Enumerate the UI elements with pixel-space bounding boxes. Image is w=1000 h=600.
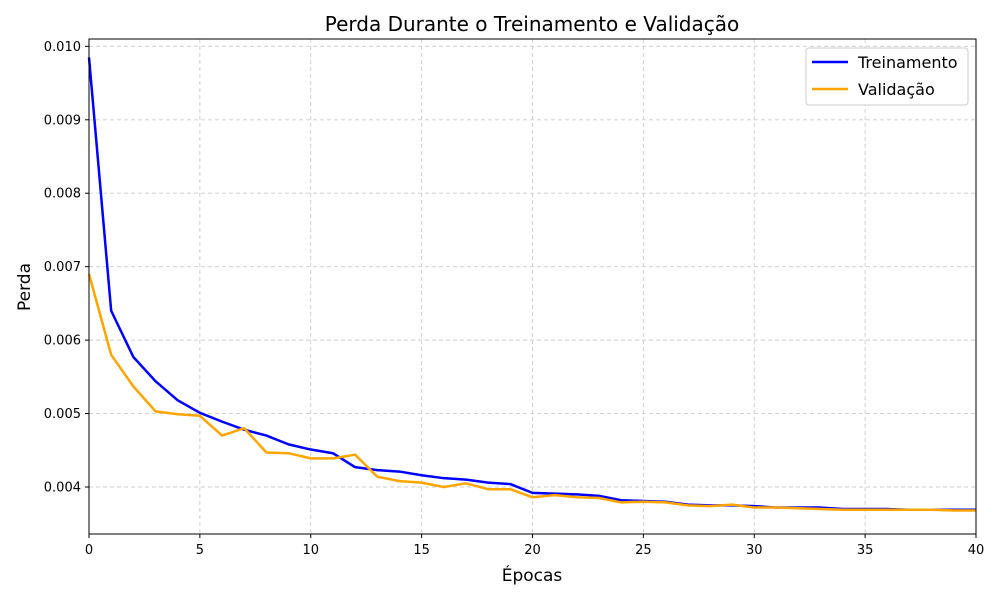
x-tick-label: 30 — [746, 543, 763, 558]
x-tick-label: 35 — [857, 543, 874, 558]
y-tick-label: 0.010 — [44, 40, 81, 55]
x-tick-label: 10 — [302, 543, 319, 558]
legend-label-validacao: Validação — [858, 80, 935, 99]
x-tick-label: 20 — [524, 543, 541, 558]
y-axis-label: Perda — [15, 263, 35, 311]
x-tick-label: 40 — [968, 543, 985, 558]
x-tick-label: 5 — [196, 543, 204, 558]
y-tick-label: 0.004 — [44, 480, 81, 495]
y-tick-label: 0.007 — [44, 260, 81, 275]
legend: Treinamento Validação — [805, 47, 969, 106]
y-axis-ticks: 0.004 0.005 0.006 0.007 0.008 0.009 0.010 — [44, 40, 89, 495]
legend-label-treinamento: Treinamento — [857, 53, 958, 72]
y-tick-label: 0.005 — [44, 407, 81, 422]
y-tick-label: 0.009 — [44, 113, 81, 128]
x-axis-ticks: 0 5 10 15 20 25 30 35 40 — [85, 534, 984, 558]
series-line-validacao — [87, 273, 976, 512]
chart-title: Perda Durante o Treinamento e Validação — [325, 12, 740, 36]
x-axis-label: Épocas — [502, 564, 563, 586]
series-lines — [87, 57, 976, 512]
x-tick-label: 15 — [413, 543, 430, 558]
x-tick-label: 0 — [85, 543, 93, 558]
y-tick-label: 0.008 — [44, 187, 81, 202]
x-tick-label: 25 — [635, 543, 652, 558]
y-tick-label: 0.006 — [44, 334, 81, 349]
